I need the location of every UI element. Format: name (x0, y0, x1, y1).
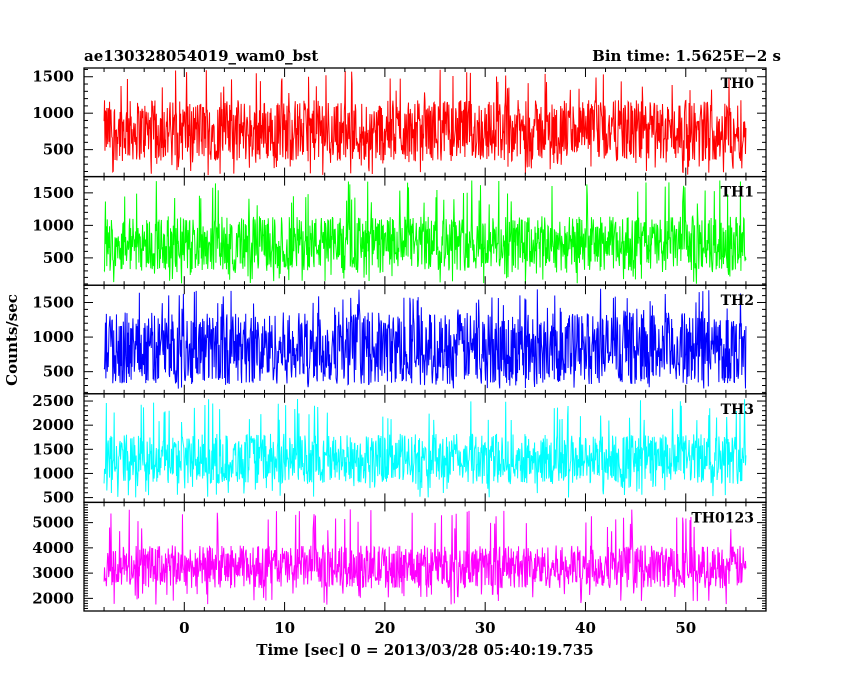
panel-th1: 500 1000 1500 TH1 (32, 175, 767, 286)
x-axis: 0 10 20 30 40 50 (179, 619, 696, 637)
x-tick-label: 50 (675, 619, 696, 637)
series-line-th1 (103, 180, 747, 284)
observation-id-title: ae130328054019_wam0_bst (84, 47, 318, 65)
panels-group: 500 1000 1500 TH0 500 1000 1500 TH1 500 1000 1500 T… (32, 67, 767, 612)
y-tick-label: 2500 (32, 392, 74, 410)
y-tick-label: 5000 (32, 514, 74, 532)
x-tick-label: 40 (575, 619, 596, 637)
panel-th0123: 2000 3000 4000 5000 TH0123 (32, 501, 767, 612)
y-tick-label: 2000 (32, 416, 74, 434)
y-tick-label: 500 (43, 489, 74, 507)
y-tick-label: 1000 (32, 328, 74, 346)
series-line-th0123 (103, 509, 747, 605)
y-tick-label: 500 (43, 249, 74, 267)
series-line-th0 (103, 69, 747, 176)
panel-th3: 500 1000 1500 2000 2500 TH3 (32, 392, 767, 507)
y-tick-label: 2000 (32, 589, 74, 607)
x-tick-label: 0 (179, 619, 189, 637)
panel-label-th0: TH0 (721, 76, 755, 92)
y-axis-title: Counts/sec (3, 294, 21, 386)
panel-label-th0123: TH0123 (691, 510, 754, 526)
y-tick-label: 500 (43, 141, 74, 159)
y-tick-label: 1500 (32, 68, 74, 86)
panel-label-th3: TH3 (721, 402, 754, 418)
panel-th0: 500 1000 1500 TH0 (32, 67, 767, 178)
x-tick-label: 20 (374, 619, 395, 637)
y-tick-label: 1000 (32, 104, 74, 122)
bin-time-label: Bin time: 1.5625E−2 s (592, 47, 781, 65)
y-tick-label: 1000 (32, 216, 74, 234)
x-axis-title: Time [sec] 0 = 2013/03/28 05:40:19.735 (256, 641, 593, 659)
y-tick-label: 1500 (32, 440, 74, 458)
y-tick-label: 4000 (32, 539, 74, 557)
y-tick-label: 1500 (32, 293, 74, 311)
panel-label-th2: TH2 (721, 293, 754, 309)
y-tick-label: 500 (43, 363, 74, 381)
series-line-th2 (103, 288, 747, 389)
y-tick-label: 3000 (32, 564, 74, 582)
y-tick-label: 1500 (32, 184, 74, 202)
x-tick-label: 10 (274, 619, 295, 637)
panel-label-th1: TH1 (721, 185, 754, 201)
panel-th2: 500 1000 1500 TH2 (32, 284, 767, 395)
y-tick-label: 1000 (32, 464, 74, 482)
x-tick-label: 30 (475, 619, 496, 637)
series-line-th3 (103, 399, 747, 498)
